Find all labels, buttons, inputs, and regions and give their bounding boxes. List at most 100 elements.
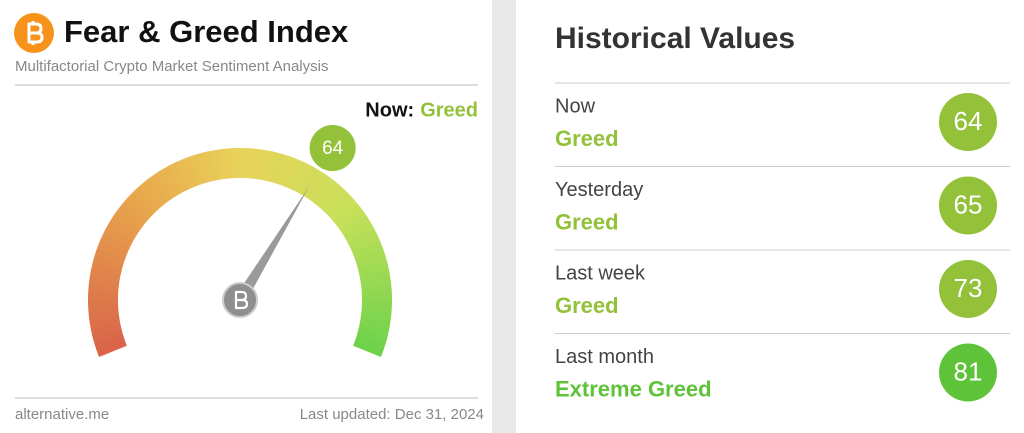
gauge-arc: [352, 241, 383, 259]
gauge-arc: [225, 148, 235, 179]
gauge-arc: [91, 261, 122, 276]
gauge-arc: [217, 148, 229, 180]
gauge-arc: [175, 159, 194, 190]
gauge-arc: [358, 262, 389, 276]
right-panel: [516, 0, 1024, 433]
gauge-arc: [333, 203, 362, 228]
value-badge: [939, 343, 997, 402]
gauge-arc: [97, 240, 128, 259]
gauge-arc: [359, 316, 391, 329]
gauge-arc: [354, 248, 386, 265]
gauge-arc: [88, 310, 120, 322]
gauge-arc: [94, 334, 125, 350]
gauge-value: 64: [322, 138, 344, 159]
gauge-arc: [291, 162, 312, 193]
gauge-arc: [109, 214, 140, 237]
row-classification: Greed: [555, 126, 619, 151]
gauge-arc: [307, 173, 331, 203]
gauge-arc: [297, 165, 319, 196]
gauge-arc: [88, 283, 119, 294]
gauge-arc: [122, 197, 151, 223]
value-bubble: [309, 125, 356, 172]
gauge-arc: [138, 181, 164, 210]
gauge-arc: [203, 150, 217, 182]
row-classification: Extreme Greed: [555, 376, 712, 401]
gauge-arc: [341, 215, 371, 238]
gauge-arc: [312, 177, 337, 206]
now-label: Now:: [365, 99, 414, 121]
subtitle: Multifactorial Crypto Market Sentiment A…: [15, 58, 328, 75]
gauge-arc: [360, 310, 392, 322]
row-label: Now: [555, 95, 596, 117]
gauge-arc: [321, 187, 348, 214]
row-classification: Greed: [555, 209, 619, 234]
footer-updated: Last updated: Dec 31, 2024: [300, 406, 484, 423]
gauge-arc: [356, 328, 388, 344]
gauge-arc: [359, 269, 391, 282]
gauge-arc: [96, 339, 127, 357]
gauge-arc: [102, 227, 133, 248]
gauge: 64: [88, 125, 392, 357]
gauge-arc: [360, 276, 392, 288]
gauge-arc: [92, 328, 123, 343]
gauge-arc: [263, 150, 278, 182]
gauge-arc: [286, 159, 306, 190]
row-value: 81: [954, 356, 983, 386]
gauge-arc: [361, 284, 392, 294]
gauge-arc: [155, 169, 178, 199]
gauge-arc: [106, 220, 136, 243]
gauge-arc: [356, 255, 388, 271]
row-label: Last month: [555, 346, 654, 368]
gauge-arc: [317, 182, 342, 210]
gauge-arc: [113, 208, 143, 232]
gauge-arc: [182, 156, 200, 188]
hub-icon: [234, 290, 249, 310]
row-value: 64: [954, 106, 983, 136]
gauge-arc: [196, 152, 211, 184]
value-badge: [939, 93, 997, 151]
gauge-arc: [162, 165, 184, 196]
title: Fear & Greed Index: [64, 14, 349, 49]
gauge-arc: [353, 340, 384, 357]
gauge-arc: [132, 186, 159, 214]
gauge-arc: [210, 149, 223, 181]
gauge-arc: [344, 221, 374, 243]
gauge-arc: [358, 322, 390, 337]
gauge-arc: [325, 192, 353, 219]
gauge-arc: [168, 162, 189, 193]
gauge-arc: [280, 156, 299, 188]
value-badge: [939, 176, 997, 235]
row-classification: Greed: [555, 293, 619, 318]
gauge-arc: [99, 233, 131, 253]
historical-list: Now Greed 64 Yesterday Greed 65 Last week Greed…: [555, 82, 1010, 402]
gauge-arc: [94, 247, 126, 265]
gauge-arc: [89, 269, 121, 282]
gauge-arc: [88, 276, 120, 288]
gauge-arc: [118, 202, 147, 227]
gauge-arc: [347, 227, 378, 248]
gauge-arc: [127, 191, 155, 218]
gauge-arc: [302, 169, 325, 199]
gauge-arc: [92, 254, 124, 270]
gauge-arc: [251, 148, 263, 180]
value-badge: [939, 260, 997, 318]
gauge-arc: [143, 177, 168, 206]
gauge-arc: [257, 149, 270, 181]
row-label: Last week: [555, 262, 646, 284]
row-value: 73: [954, 273, 983, 303]
footer-source: alternative.me: [15, 406, 109, 423]
bitcoin-logo: [14, 13, 54, 53]
historical-title: Historical Values: [555, 22, 795, 55]
gauge-needle: [234, 186, 310, 304]
gauge-arc: [337, 208, 367, 233]
now-classification: Greed: [420, 99, 478, 121]
gauge-arc: [275, 154, 292, 186]
gauge-arc: [90, 322, 122, 336]
gauge-arc: [189, 154, 206, 186]
gauge-arc: [149, 173, 173, 202]
gauge-arc: [89, 316, 121, 329]
gauge-arc: [349, 234, 381, 254]
gauge-arc: [355, 334, 386, 351]
